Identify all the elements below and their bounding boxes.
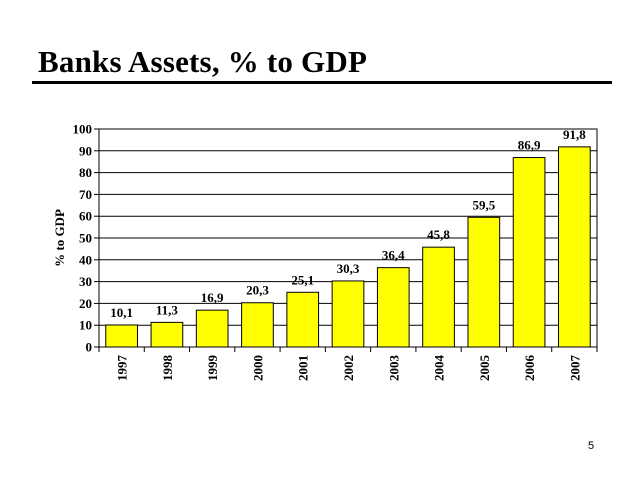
y-tick-label: 100 (73, 122, 93, 137)
data-label-1997: 10,1 (110, 305, 133, 320)
bar-1999 (195, 309, 229, 348)
x-axis-ticks: 1997 1998 1999 2000 2001 2002 2003 2004 2005 2006… (98, 347, 598, 382)
y-tick-label: 90 (79, 143, 92, 158)
bar-2002 (331, 280, 365, 348)
bar-2007 (558, 146, 591, 348)
bar-1997 (105, 324, 138, 348)
data-labels: 10,1 11,3 16,9 20,3 25,1 30,3 36,4 45,8 59,5 86,9… (110, 127, 586, 320)
x-tick-label-2004: 2004 (432, 355, 447, 382)
x-tick-label-2000: 2000 (250, 355, 265, 381)
y-tick-label: 30 (79, 274, 92, 289)
y-tick-label: 80 (79, 165, 92, 180)
y-tick-label: 50 (79, 231, 92, 246)
data-label-2003: 36,4 (382, 248, 405, 263)
data-label-2002: 30,3 (337, 261, 360, 276)
x-tick-label-2002: 2002 (341, 355, 356, 381)
x-tick-label-1997: 1997 (115, 355, 130, 382)
plot-frame (98, 128, 598, 348)
bar-2005 (467, 216, 501, 348)
x-tick-label-2003: 2003 (386, 355, 401, 382)
bar-2006 (512, 157, 546, 348)
bar-2003 (376, 267, 410, 348)
data-label-2005: 59,5 (472, 197, 495, 212)
bar-2004 (422, 246, 455, 348)
x-tick-label-2007: 2007 (567, 355, 582, 382)
y-tick-label: 20 (79, 296, 92, 311)
x-tick-label-2006: 2006 (522, 355, 537, 382)
y-tick-label: 0 (86, 340, 93, 355)
title-underline (32, 81, 612, 84)
y-tick-label: 10 (79, 318, 92, 333)
data-label-2007: 91,8 (563, 127, 586, 142)
slide-title: Banks Assets, % to GDP (38, 44, 368, 79)
data-label-2000: 20,3 (246, 283, 269, 298)
data-label-2001: 25,1 (291, 272, 314, 287)
data-label-2006: 86,9 (518, 138, 541, 153)
data-label-1999: 16,9 (201, 290, 224, 305)
y-tick-label: 70 (79, 187, 92, 202)
y-axis-ticks: 0 10 20 30 40 50 60 70 80 90 100 (73, 122, 99, 355)
x-tick-label-2005: 2005 (477, 355, 492, 382)
bar-2001 (286, 291, 320, 348)
y-tick-label: 60 (79, 209, 92, 224)
y-axis-label: % to GDP (52, 209, 67, 267)
data-label-2004: 45,8 (427, 227, 450, 242)
bar-2000 (241, 302, 274, 348)
x-tick-label-1999: 1999 (205, 355, 220, 382)
y-tick-label: 40 (79, 252, 92, 267)
x-tick-label-2001: 2001 (296, 355, 311, 381)
page-number: 5 (588, 440, 595, 452)
x-tick-label-1998: 1998 (160, 355, 175, 382)
bar-1998 (150, 321, 184, 348)
bars (105, 146, 591, 348)
plot-border (98, 128, 598, 348)
data-label-1998: 11,3 (156, 302, 179, 317)
